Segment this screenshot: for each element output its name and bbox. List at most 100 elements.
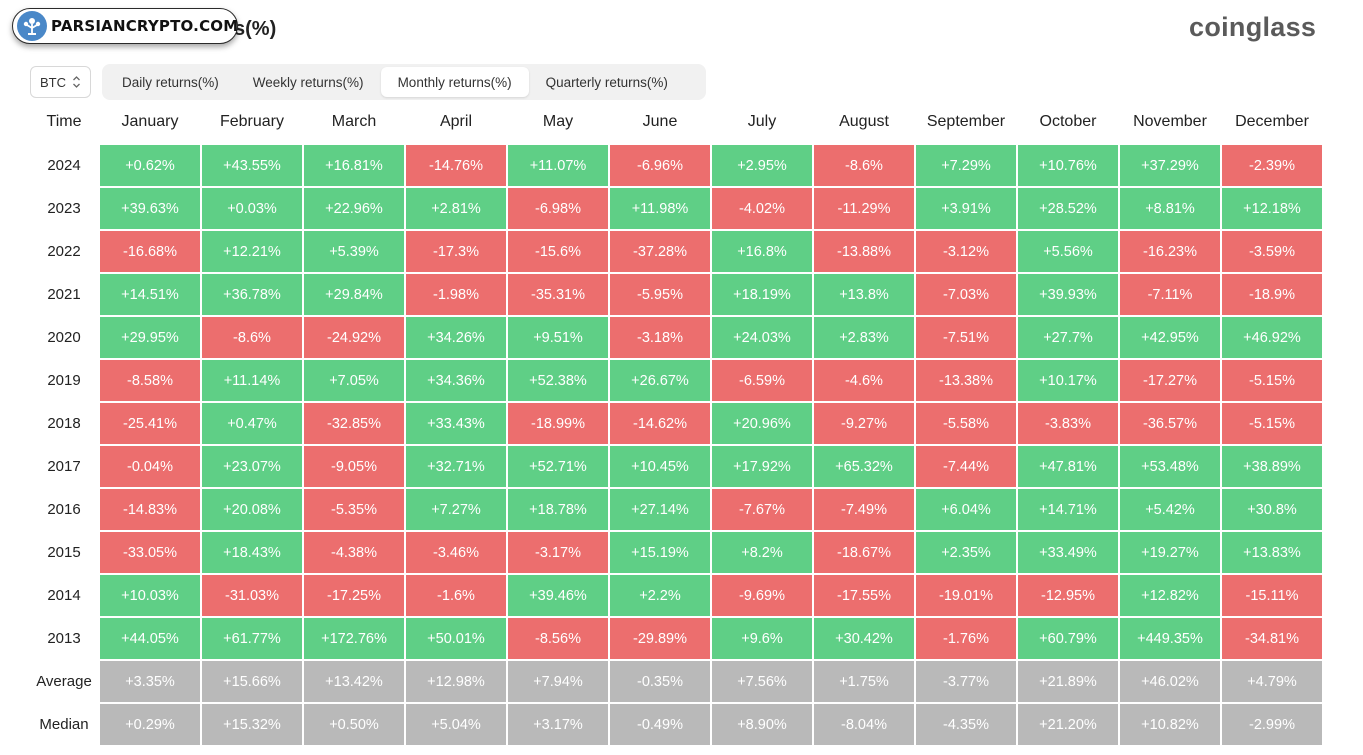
return-cell: +39.46% <box>508 575 608 616</box>
return-cell: +29.84% <box>304 274 404 315</box>
return-cell: +7.56% <box>712 661 812 702</box>
return-cell: +19.27% <box>1120 532 1220 573</box>
return-cell: +8.2% <box>712 532 812 573</box>
return-cell: +33.49% <box>1018 532 1118 573</box>
column-header-september: September <box>926 113 1006 130</box>
tab-weekly-returns[interactable]: Weekly returns(%) <box>252 74 364 90</box>
return-cell: +26.67% <box>610 360 710 401</box>
return-cell: -14.76% <box>406 145 506 186</box>
return-cell: +28.52% <box>1018 188 1118 229</box>
return-cell: +38.89% <box>1222 446 1322 487</box>
return-cell: -6.59% <box>712 360 812 401</box>
return-cell: +0.03% <box>202 188 302 229</box>
return-cell: -8.56% <box>508 618 608 659</box>
return-cell: -15.11% <box>1222 575 1322 616</box>
return-cell: +34.36% <box>406 360 506 401</box>
return-cell: +10.45% <box>610 446 710 487</box>
return-cell: -17.27% <box>1120 360 1220 401</box>
column-header-april: April <box>439 113 472 130</box>
table-corner-label: Time <box>46 113 82 130</box>
return-cell: -17.55% <box>814 575 914 616</box>
return-cell: +3.91% <box>916 188 1016 229</box>
return-cell: +5.39% <box>304 231 404 272</box>
tab-monthly-returns[interactable]: Monthly returns(%) <box>380 67 529 97</box>
row-label-2015: 2015 <box>47 544 81 561</box>
return-cell: -8.6% <box>814 145 914 186</box>
column-header-december: December <box>1235 113 1309 130</box>
return-cell: +15.66% <box>202 661 302 702</box>
return-cell: +30.42% <box>814 618 914 659</box>
return-cell: -1.98% <box>406 274 506 315</box>
return-cell: +27.14% <box>610 489 710 530</box>
return-cell: +44.05% <box>100 618 200 659</box>
return-cell: -24.92% <box>304 317 404 358</box>
return-cell: +61.77% <box>202 618 302 659</box>
return-cell: +37.29% <box>1120 145 1220 186</box>
asset-select[interactable]: BTC <box>30 66 91 98</box>
tab-quarterly-returns[interactable]: Quarterly returns(%) <box>545 74 668 90</box>
return-cell: -3.83% <box>1018 403 1118 444</box>
row-label-median: Median <box>39 716 89 733</box>
return-cell: -35.31% <box>508 274 608 315</box>
return-cell: +11.14% <box>202 360 302 401</box>
return-cell: -9.69% <box>712 575 812 616</box>
return-cell: +10.17% <box>1018 360 1118 401</box>
return-cell: -1.76% <box>916 618 1016 659</box>
return-cell: -34.81% <box>1222 618 1322 659</box>
return-cell: +12.18% <box>1222 188 1322 229</box>
return-cell: -8.04% <box>814 704 914 745</box>
row-label-2017: 2017 <box>47 458 81 475</box>
return-cell: +5.04% <box>406 704 506 745</box>
return-cell: -3.46% <box>406 532 506 573</box>
return-cell: +1.75% <box>814 661 914 702</box>
column-header-january: January <box>121 113 179 130</box>
return-cell: +5.56% <box>1018 231 1118 272</box>
return-cell: -17.3% <box>406 231 506 272</box>
return-cell: -3.59% <box>1222 231 1322 272</box>
return-cell: +2.2% <box>610 575 710 616</box>
row-label-2020: 2020 <box>47 329 81 346</box>
return-cell: +39.63% <box>100 188 200 229</box>
row-label-2022: 2022 <box>47 243 81 260</box>
return-cell: +10.82% <box>1120 704 1220 745</box>
return-cell: +29.95% <box>100 317 200 358</box>
return-cell: -13.88% <box>814 231 914 272</box>
return-cell: +7.29% <box>916 145 1016 186</box>
tab-daily-returns[interactable]: Daily returns(%) <box>122 74 219 90</box>
return-cell: -5.95% <box>610 274 710 315</box>
column-header-june: June <box>642 113 678 130</box>
return-cell: +16.8% <box>712 231 812 272</box>
return-cell: +43.55% <box>202 145 302 186</box>
return-cell: -7.51% <box>916 317 1016 358</box>
return-cell: +20.08% <box>202 489 302 530</box>
return-cell: -36.57% <box>1120 403 1220 444</box>
row-label-2021: 2021 <box>47 286 81 303</box>
row-label-2014: 2014 <box>47 587 81 604</box>
return-cell: -0.04% <box>100 446 200 487</box>
return-cell: +11.07% <box>508 145 608 186</box>
return-cell: -18.67% <box>814 532 914 573</box>
return-cell: +13.8% <box>814 274 914 315</box>
return-cell: +172.76% <box>304 618 404 659</box>
return-cell: -32.85% <box>304 403 404 444</box>
returns-tabs: Daily returns(%) Weekly returns(%) Month… <box>102 64 706 100</box>
return-cell: -14.83% <box>100 489 200 530</box>
return-cell: -29.89% <box>610 618 710 659</box>
return-cell: +9.6% <box>712 618 812 659</box>
return-cell: +24.03% <box>712 317 812 358</box>
return-cell: +6.04% <box>916 489 1016 530</box>
return-cell: +2.83% <box>814 317 914 358</box>
return-cell: +7.05% <box>304 360 404 401</box>
return-cell: -4.02% <box>712 188 812 229</box>
return-cell: +14.51% <box>100 274 200 315</box>
return-cell: +22.96% <box>304 188 404 229</box>
return-cell: +12.98% <box>406 661 506 702</box>
return-cell: +5.42% <box>1120 489 1220 530</box>
return-cell: -25.41% <box>100 403 200 444</box>
return-cell: +9.51% <box>508 317 608 358</box>
return-cell: +8.90% <box>712 704 812 745</box>
return-cell: -11.29% <box>814 188 914 229</box>
return-cell: -3.77% <box>916 661 1016 702</box>
return-cell: +46.02% <box>1120 661 1220 702</box>
row-label-2024: 2024 <box>47 157 81 174</box>
